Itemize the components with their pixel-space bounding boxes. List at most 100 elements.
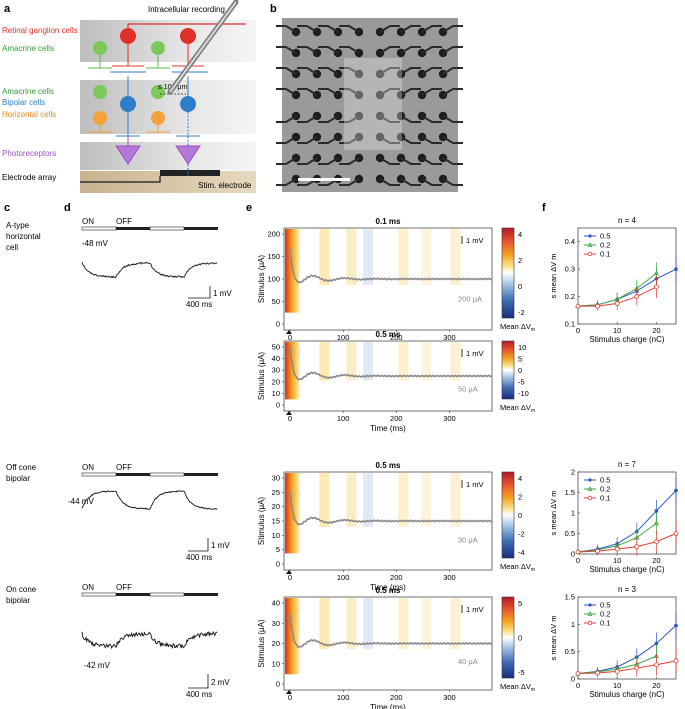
heatmap-cell xyxy=(398,473,409,527)
legend-marker xyxy=(587,620,593,626)
micrograph-track xyxy=(276,136,297,144)
legend-marker xyxy=(588,603,592,607)
heatmap-cell xyxy=(346,229,357,286)
micrograph-track xyxy=(421,46,442,54)
colorbar xyxy=(501,340,515,400)
colorbar-tick-label: -5 xyxy=(518,378,525,387)
heatmap-cell xyxy=(398,342,409,381)
y-tick-label: 50 xyxy=(272,343,280,352)
micrograph-track xyxy=(297,115,318,123)
micrograph-track xyxy=(276,115,297,123)
label-photoreceptors: Photoreceptors xyxy=(2,149,56,158)
x-tick-label: 200 xyxy=(390,693,403,702)
heatmap-scale-label: 1 mV xyxy=(466,480,484,489)
y-tick-label: 100 xyxy=(267,275,280,284)
micrograph-center-window xyxy=(344,58,402,150)
heatmap-scale-label: 1 mV xyxy=(466,236,484,245)
y-tick-label: 0.5 xyxy=(565,529,575,538)
horizontal-cell-1 xyxy=(93,111,107,125)
legend-label: 0.2 xyxy=(600,610,610,619)
plot-ylabel: s mean ΔV m xyxy=(549,615,558,660)
legend-label: 0.5 xyxy=(600,601,610,610)
y-tick-label: 0 xyxy=(571,675,575,684)
legend-label: 0.1 xyxy=(600,619,610,628)
legend-marker xyxy=(587,242,593,247)
schematic-title: Intracellular recording xyxy=(148,5,225,14)
data-point xyxy=(673,658,679,664)
x-tick-label: 300 xyxy=(443,414,456,423)
amacrine-top-1 xyxy=(93,41,107,55)
cell-name-row2-line1: Off cone xyxy=(6,463,37,472)
heatmap-cell xyxy=(346,342,357,381)
y-tick-label: 30 xyxy=(272,474,280,483)
heatmap-onset-band xyxy=(285,342,299,400)
x-tick-label: 0 xyxy=(576,681,580,690)
heatmap-scale-label: 1 mV xyxy=(466,605,484,614)
colorbar xyxy=(501,471,515,559)
y-tick-label: 25 xyxy=(272,488,280,497)
x-tick-label: 300 xyxy=(443,333,456,342)
stimulus-marker xyxy=(286,330,292,334)
data-point xyxy=(634,544,640,550)
data-point xyxy=(653,520,660,526)
plot-title: n = 4 xyxy=(618,216,637,225)
colorbar-tick-label: 0 xyxy=(518,282,522,291)
scale-bar-row3 xyxy=(188,674,209,689)
vrest-row3: -42 mV xyxy=(84,661,110,670)
y-tick-label: 0 xyxy=(276,401,280,410)
heatmap-cell xyxy=(319,598,330,650)
y-tick-label: 10 xyxy=(272,659,280,668)
legend-marker xyxy=(587,251,593,257)
x-tick-label: 10 xyxy=(613,681,621,690)
voltage-trace-row1 xyxy=(81,261,218,279)
heatmap-4: 0.5 ms 40 μA 1 mV 0 10 20 30 40 0 100 200 300 Time (… xyxy=(257,586,535,709)
y-tick-label: 20 xyxy=(272,502,280,511)
rgc-layer xyxy=(80,20,256,62)
micrograph-track xyxy=(421,115,442,123)
heatmap-cell xyxy=(346,598,357,650)
y-tick-label: 10 xyxy=(272,389,280,398)
heatmap-xlabel: Time (ms) xyxy=(370,703,406,709)
micrograph-track xyxy=(339,115,360,123)
x-tick-label: 20 xyxy=(652,326,660,335)
cell-type-labels: A-type horizontal cell Off cone bipolar … xyxy=(6,221,41,605)
micrograph-track xyxy=(442,178,463,186)
label-rgc: Retinal ganglion cells xyxy=(2,26,78,35)
x-tick-label: 10 xyxy=(613,326,621,335)
legend-marker xyxy=(588,234,592,238)
heatmap-cell xyxy=(398,598,409,650)
pipette-highlight xyxy=(169,1,237,93)
plot-xlabel: Stimulus charge (nC) xyxy=(589,690,664,699)
micrograph-track xyxy=(339,67,360,75)
plot-title: n = 7 xyxy=(618,460,637,469)
scale-t-row2: 400 ms xyxy=(186,553,212,562)
y-tick-label: 20 xyxy=(272,377,280,386)
legend-marker xyxy=(587,611,593,616)
bipolar-cell-1 xyxy=(120,96,136,112)
colorbar-tick-label: 4 xyxy=(518,230,522,239)
micrograph-track xyxy=(442,136,463,144)
data-point xyxy=(654,662,659,668)
scale-t-row1: 400 ms xyxy=(186,300,212,309)
label-horizontal: Horizontal cells xyxy=(2,110,56,119)
photoreceptor-2 xyxy=(175,145,201,165)
data-point xyxy=(654,539,659,545)
colorbar-tick-label: 2 xyxy=(518,256,522,265)
lead-wire xyxy=(80,176,161,183)
heatmap-cell xyxy=(450,342,461,381)
micrograph-track xyxy=(442,157,463,165)
data-point xyxy=(575,549,581,555)
micrograph-track xyxy=(442,115,463,123)
cell-name-row2-line2: bipolar xyxy=(6,474,30,483)
y-tick-label: 10 xyxy=(272,531,280,540)
stimulus-marker xyxy=(286,411,292,415)
micrograph-track xyxy=(318,67,339,75)
panel-label-f: f xyxy=(542,202,546,214)
data-point xyxy=(674,267,678,271)
colorbar xyxy=(501,596,515,679)
x-tick-label: 100 xyxy=(337,693,350,702)
colorbar-tick-label: -5 xyxy=(518,668,525,677)
stimulus-bar-row1 xyxy=(81,226,218,231)
